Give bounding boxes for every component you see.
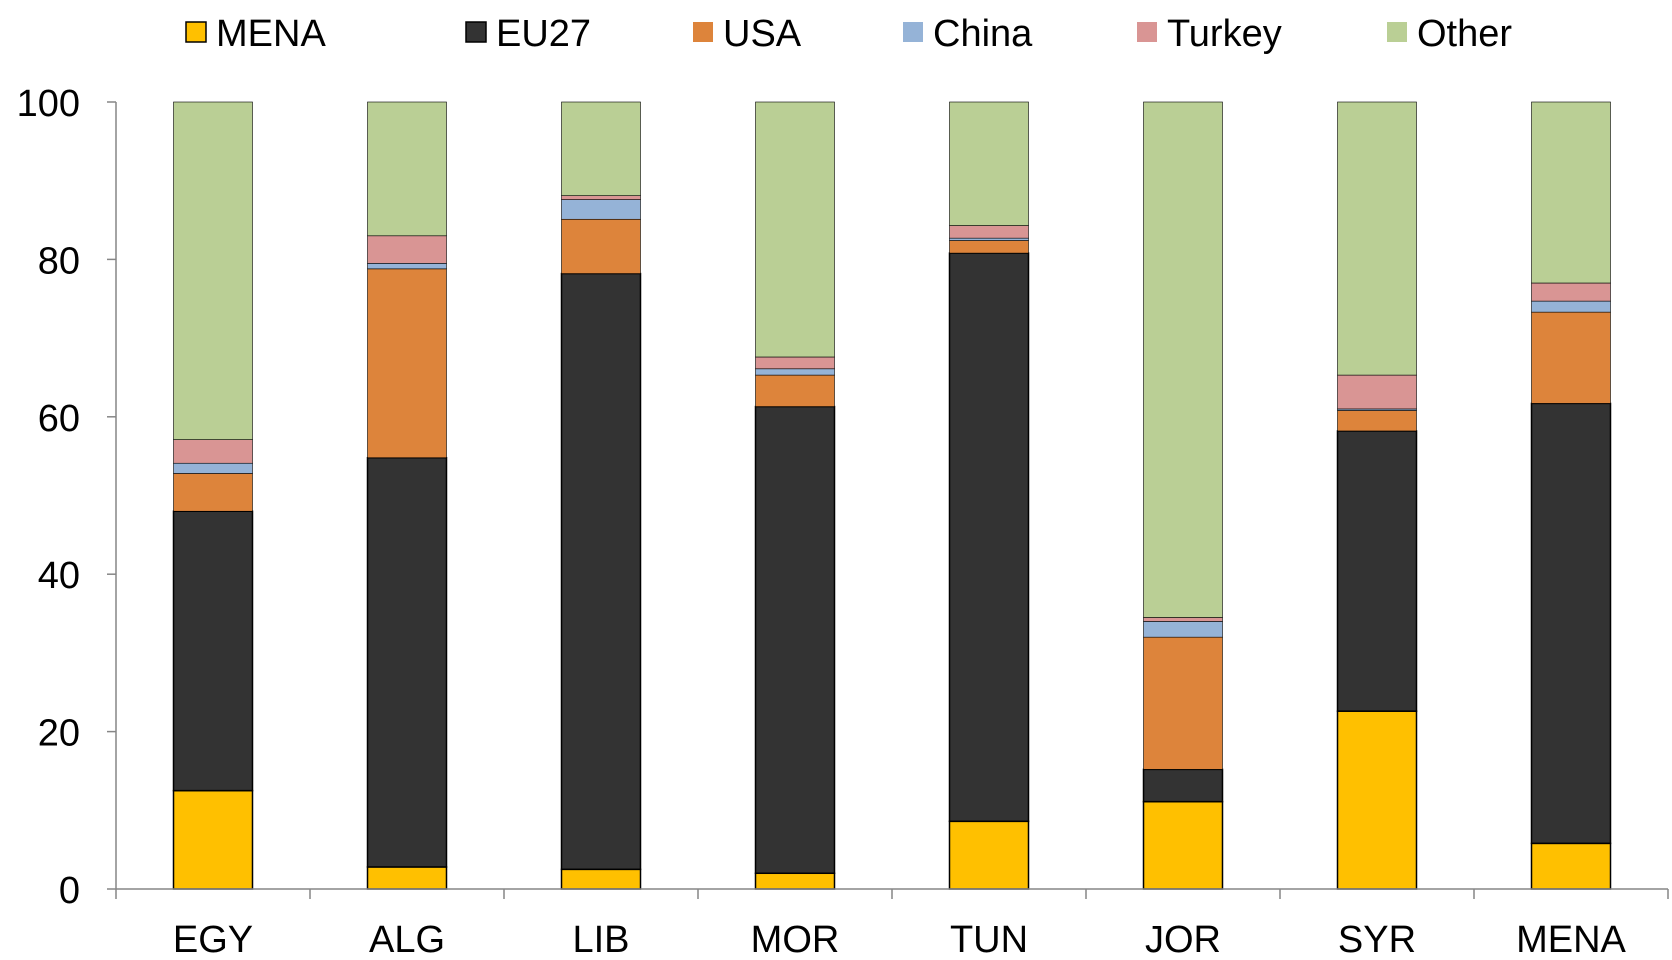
x-tick-label: MOR — [751, 919, 840, 960]
legend-item-turkey: Turkey — [1137, 13, 1282, 55]
y-tick-label: 20 — [38, 713, 80, 755]
bar-segment-usa — [367, 268, 447, 459]
legend-swatch — [185, 21, 207, 43]
bar-segment-mena — [754, 872, 836, 890]
legend-swatch — [903, 22, 923, 42]
legend-label: Other — [1417, 13, 1512, 55]
x-tick-label: SYR — [1338, 919, 1416, 960]
x-tick-label: JOR — [1145, 919, 1221, 960]
bar-segment-eu27 — [1336, 430, 1418, 712]
bar-segment-mena — [172, 789, 254, 890]
bar-segment-other — [1531, 101, 1611, 284]
bar-stack-mena — [1530, 101, 1612, 890]
x-tick-label: LIB — [572, 919, 629, 960]
legend-label: Turkey — [1167, 13, 1282, 55]
bar-segment-other — [755, 101, 835, 358]
bar-stack-alg — [366, 101, 448, 890]
bar-segment-turkey — [949, 225, 1029, 239]
bar-segment-other — [367, 101, 447, 237]
legend-swatch — [693, 22, 713, 42]
bar-segment-china — [367, 263, 447, 270]
bar-segment-china — [1143, 621, 1223, 638]
legend-label: EU27 — [496, 13, 591, 55]
y-tick-label: 100 — [17, 83, 80, 125]
bar-segment-turkey — [1143, 617, 1223, 622]
bar-segment-other — [949, 101, 1029, 226]
plot-area — [172, 101, 1612, 890]
bar-segment-eu27 — [948, 252, 1030, 823]
bar-segment-eu27 — [560, 272, 642, 871]
bar-segment-turkey — [367, 235, 447, 264]
bar-segment-china — [1531, 300, 1611, 313]
legend-item-usa: USA — [693, 13, 802, 55]
legend-swatch — [1137, 22, 1157, 42]
legend-swatch — [465, 21, 487, 43]
legend-label: China — [933, 13, 1033, 55]
bar-segment-eu27 — [1530, 402, 1612, 845]
bar-segment-usa — [1531, 311, 1611, 404]
x-tick-label: ALG — [369, 919, 445, 960]
bar-stack-tun — [948, 101, 1030, 890]
bar-segment-usa — [561, 218, 641, 274]
bar-segment-turkey — [755, 356, 835, 370]
bar-stack-lib — [560, 101, 642, 890]
bar-segment-mena — [948, 820, 1030, 890]
bar-segment-mena — [1336, 710, 1418, 890]
y-tick-label: 40 — [38, 555, 80, 597]
bar-segment-usa — [1143, 636, 1223, 770]
y-tick-label: 80 — [38, 240, 80, 282]
legend-item-eu27: EU27 — [465, 13, 591, 55]
legend: MENA EU27 USA China Turkey Other — [185, 13, 1512, 55]
bar-segment-turkey — [1337, 374, 1417, 410]
bar-segment-turkey — [1531, 282, 1611, 302]
y-tick-label: 0 — [59, 870, 80, 912]
bar-segment-other — [561, 101, 641, 196]
legend-label: USA — [723, 13, 802, 55]
bar-segment-other — [173, 101, 253, 440]
bar-stack-jor — [1142, 101, 1224, 890]
y-tick-label: 60 — [38, 398, 80, 440]
bar-segment-mena — [366, 866, 448, 890]
legend-item-mena: MENA — [185, 13, 326, 55]
bar-segment-eu27 — [172, 510, 254, 792]
bar-segment-china — [755, 368, 835, 376]
bar-segment-usa — [1337, 410, 1417, 432]
x-axis: EGY ALG LIB MOR TUN JOR SYR MENA — [115, 888, 1669, 960]
bar-segment-china — [561, 199, 641, 220]
bar-segment-eu27 — [366, 456, 448, 868]
x-tick-label: TUN — [950, 919, 1028, 960]
legend-item-china: China — [903, 13, 1033, 55]
bar-stack-egy — [172, 101, 254, 890]
bar-segment-usa — [755, 374, 835, 407]
bar-segment-china — [949, 237, 1029, 241]
legend-item-other: Other — [1387, 13, 1512, 55]
bar-segment-mena — [560, 868, 642, 890]
y-axis: 0 20 40 60 80 100 — [17, 83, 117, 912]
bar-segment-turkey — [173, 439, 253, 464]
bar-segment-eu27 — [754, 405, 836, 875]
bar-segment-usa — [949, 240, 1029, 254]
bar-segment-usa — [173, 473, 253, 512]
x-tick-label: EGY — [173, 919, 253, 960]
legend-label: MENA — [216, 13, 326, 55]
bar-segment-mena — [1142, 800, 1224, 890]
bar-segment-eu27 — [1142, 768, 1224, 803]
bar-segment-other — [1143, 101, 1223, 618]
bar-segment-other — [1337, 101, 1417, 376]
bar-stack-syr — [1336, 101, 1418, 890]
legend-swatch — [1387, 22, 1407, 42]
x-tick-label: MENA — [1516, 919, 1626, 960]
bar-stack-mor — [754, 101, 836, 890]
bar-segment-china — [173, 462, 253, 474]
bar-segment-turkey — [561, 195, 641, 200]
bar-segment-mena — [1530, 842, 1612, 890]
